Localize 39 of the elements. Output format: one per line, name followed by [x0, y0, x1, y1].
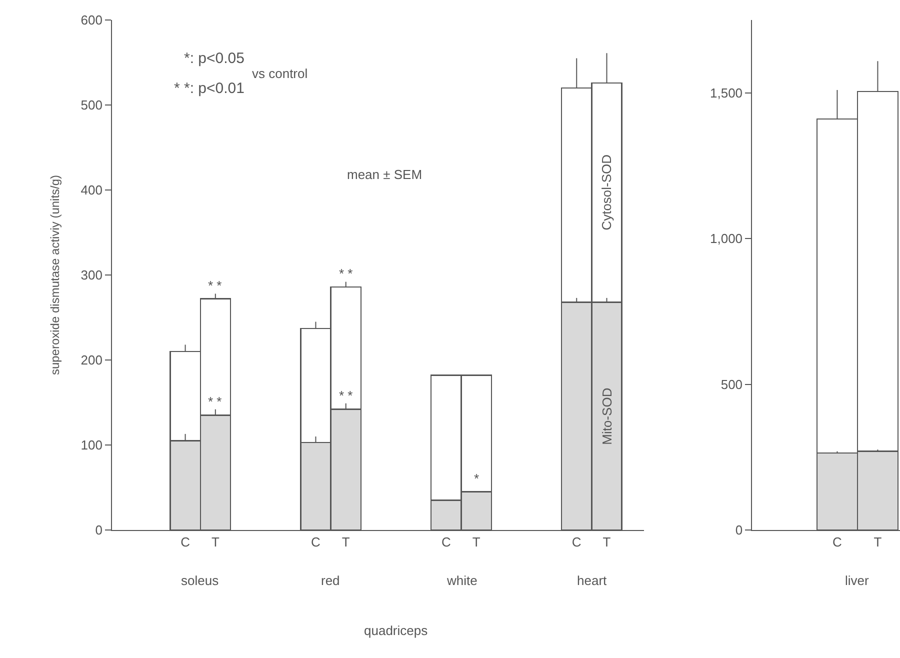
x-tick-label: T: [602, 534, 611, 550]
y-tick-label: 1,500: [710, 85, 743, 100]
data-label: * *: [208, 278, 222, 293]
x-tick-label: T: [211, 534, 220, 550]
y-tick-label: 600: [80, 12, 102, 28]
series-label: Mito-SOD: [600, 388, 615, 445]
annotation: *: p<0.05: [184, 50, 244, 67]
y-tick-label: 100: [80, 438, 102, 453]
x-tick-label: C: [311, 534, 320, 550]
x-tick-label: C: [441, 534, 451, 550]
text: quadriceps: [364, 623, 428, 638]
x-tick-label: C: [572, 534, 582, 550]
y-tick-label: 1,000: [710, 231, 743, 246]
y-axis-title: superoxide dismutase activiy (units/g): [48, 174, 62, 376]
annotation: vs control: [252, 66, 308, 81]
text: heart: [577, 573, 608, 588]
y-tick-label: 500: [80, 98, 102, 113]
annotation: mean ± SEM: [347, 167, 422, 182]
data-label: * *: [208, 394, 222, 409]
text: white: [446, 573, 478, 588]
x-tick-label: C: [180, 534, 190, 550]
y-tick-label: 500: [720, 376, 743, 392]
annotation: * *: p<0.01: [174, 80, 244, 97]
y-tick-label: 0: [95, 522, 102, 538]
y-tick-label: 200: [80, 352, 102, 368]
x-tick-label: T: [472, 534, 480, 550]
data-label: *: [474, 471, 480, 486]
x-tick-label: T: [874, 534, 882, 550]
text: soleus: [181, 573, 220, 588]
y-tick-label: 300: [80, 268, 102, 283]
text: liver: [845, 573, 870, 588]
text: red: [321, 573, 340, 588]
data-label: * *: [339, 388, 353, 403]
y-tick-label: 400: [80, 182, 102, 198]
x-tick-label: T: [342, 534, 350, 550]
y-tick-label: 0: [735, 522, 743, 538]
data-label: * *: [339, 266, 353, 281]
x-tick-label: C: [832, 534, 842, 550]
series-label: Cytosol-SOD: [599, 154, 614, 230]
